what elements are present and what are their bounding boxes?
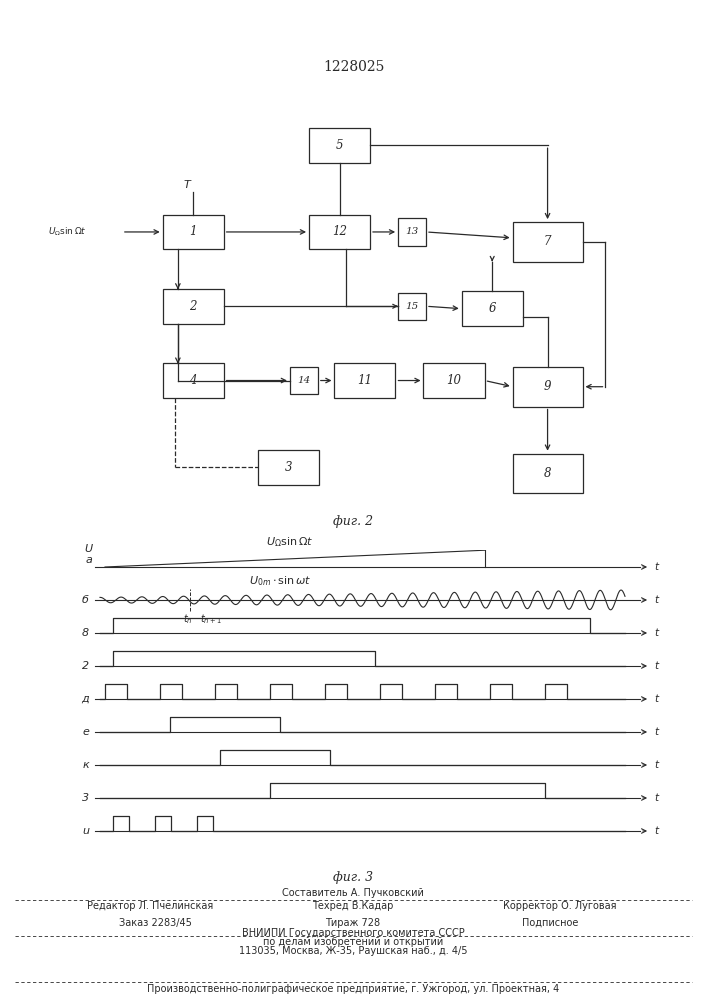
Text: е: е xyxy=(82,727,89,737)
Text: t: t xyxy=(654,694,658,704)
Bar xyxy=(513,222,583,262)
Text: Редактор Л. Пчелинская: Редактор Л. Пчелинская xyxy=(87,901,213,911)
Bar xyxy=(398,218,426,246)
Text: 15: 15 xyxy=(405,302,419,311)
Text: 1: 1 xyxy=(189,225,197,238)
Text: Составитель А. Пучковский: Составитель А. Пучковский xyxy=(282,888,424,898)
Text: 5: 5 xyxy=(336,139,344,152)
Text: 7: 7 xyxy=(544,235,551,248)
Text: 9: 9 xyxy=(544,380,551,393)
Bar xyxy=(163,363,223,398)
Text: Корректор О. Луговая: Корректор О. Луговая xyxy=(503,901,617,911)
Text: 3: 3 xyxy=(285,461,293,474)
Text: по делам изобретений и открытий: по делам изобретений и открытий xyxy=(263,937,443,947)
Text: $U_\Omega\sin\Omega t$: $U_\Omega\sin\Omega t$ xyxy=(48,226,87,238)
Text: t: t xyxy=(654,661,658,671)
Bar xyxy=(423,363,484,398)
Text: фиг. 3: фиг. 3 xyxy=(333,870,373,884)
Text: a: a xyxy=(85,555,92,565)
Text: 113035, Москва, Ж-35, Раушская наб., д. 4/5: 113035, Москва, Ж-35, Раушская наб., д. … xyxy=(239,946,467,956)
Text: $t_{n+1}$: $t_{n+1}$ xyxy=(200,612,222,626)
Text: ВНИИПИ Государственного комитета СССР: ВНИИПИ Государственного комитета СССР xyxy=(242,928,464,938)
Text: U: U xyxy=(84,544,92,554)
Text: 10: 10 xyxy=(447,374,462,387)
Bar xyxy=(290,367,318,394)
Text: t: t xyxy=(654,628,658,638)
Bar xyxy=(462,291,522,326)
Text: T: T xyxy=(183,180,190,190)
Text: t: t xyxy=(654,826,658,836)
Text: $U_{0m}\cdot\sin\omega t$: $U_{0m}\cdot\sin\omega t$ xyxy=(249,574,311,588)
Bar xyxy=(398,293,426,320)
Text: t: t xyxy=(654,562,658,572)
Text: 1228025: 1228025 xyxy=(323,60,384,74)
Text: Тираж 728: Тираж 728 xyxy=(325,918,380,928)
Text: Производственно-полиграфическое предприятие, г. Ужгород, ул. Проектная, 4: Производственно-полиграфическое предприя… xyxy=(147,984,559,994)
Text: 6: 6 xyxy=(489,302,496,315)
Bar xyxy=(513,367,583,407)
Bar xyxy=(163,215,223,249)
Text: 3: 3 xyxy=(82,793,89,803)
Text: Техред В.Кадар: Техред В.Кадар xyxy=(312,901,394,911)
Text: д: д xyxy=(81,694,89,704)
Bar xyxy=(163,289,223,324)
Text: 2: 2 xyxy=(189,300,197,313)
Text: 4: 4 xyxy=(189,374,197,387)
Bar xyxy=(513,454,583,493)
Text: t: t xyxy=(654,727,658,737)
Text: б: б xyxy=(82,595,89,605)
Text: Заказ 2283/45: Заказ 2283/45 xyxy=(119,918,192,928)
Bar xyxy=(309,215,370,249)
Text: u: u xyxy=(82,826,89,836)
Text: t: t xyxy=(654,793,658,803)
Bar xyxy=(334,363,395,398)
Text: 13: 13 xyxy=(405,227,419,236)
Text: к: к xyxy=(82,760,89,770)
Bar xyxy=(309,128,370,163)
Text: $U_\Omega\sin\Omega t$: $U_\Omega\sin\Omega t$ xyxy=(267,535,314,549)
Text: 14: 14 xyxy=(297,376,310,385)
Text: 12: 12 xyxy=(332,225,347,238)
Text: 11: 11 xyxy=(358,374,373,387)
Text: 8: 8 xyxy=(544,467,551,480)
Bar xyxy=(258,450,319,485)
Text: фиг. 2: фиг. 2 xyxy=(334,515,373,528)
Text: $t_n$: $t_n$ xyxy=(183,612,193,626)
Text: t: t xyxy=(654,595,658,605)
Text: t: t xyxy=(654,760,658,770)
Text: 2: 2 xyxy=(82,661,89,671)
Text: Подписное: Подписное xyxy=(522,918,578,928)
Text: 8: 8 xyxy=(82,628,89,638)
